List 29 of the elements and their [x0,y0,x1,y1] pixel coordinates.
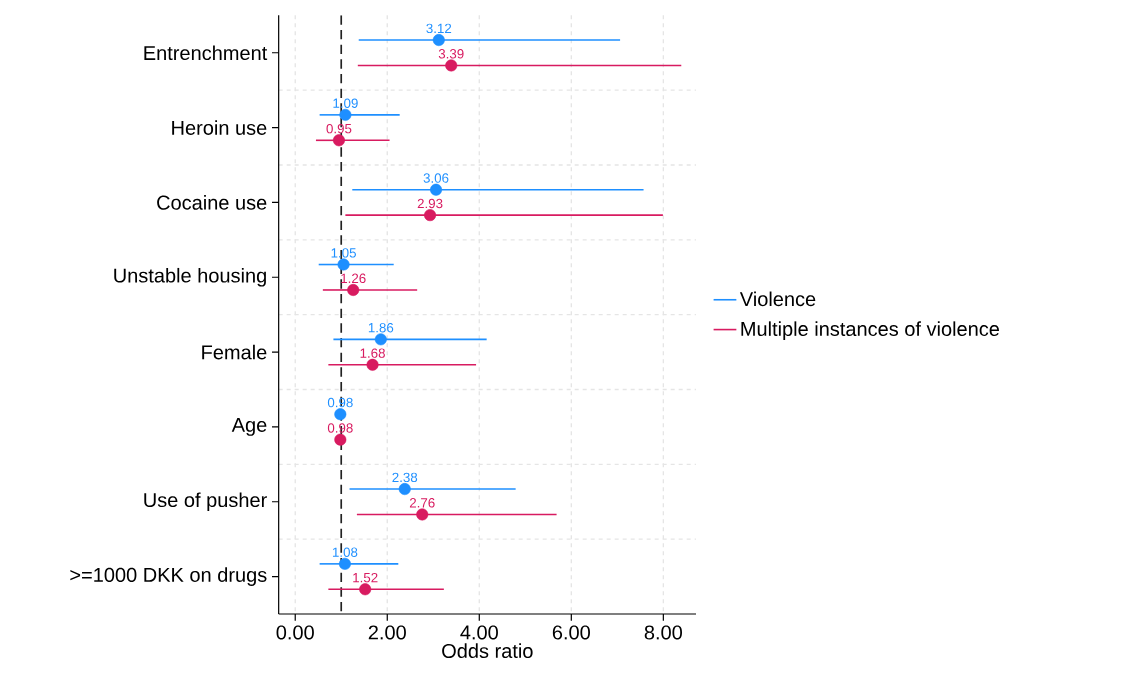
legend-label: Multiple instances of violence [741,321,1000,340]
y-tick-label: Heroin use [172,120,267,135]
data-label: 2.38 [392,472,418,483]
data-label: 1.68 [360,348,385,358]
x-axis-title: Odds ratio [442,643,533,659]
data-label: 0.95 [326,123,352,134]
x-tick-label: 0.00 [276,625,314,640]
data-label: 1.86 [368,323,394,333]
legend-label: Violence [739,291,816,307]
data-label: 2.76 [409,498,435,508]
y-tick-label: Age [231,417,267,436]
x-tick-label: 2.00 [368,625,406,640]
data-label: 1.26 [341,273,366,284]
data-label: 3.39 [438,49,464,59]
data-label: 1.52 [353,572,378,583]
data-label: 3.12 [426,23,452,34]
y-tick-label: Unstable housing [114,267,266,287]
x-tick-label: 6.00 [552,625,590,640]
data-label: 3.06 [423,173,449,183]
y-tick-label: Female [202,344,267,360]
data-label: 2.93 [417,198,443,209]
data-label: 1.09 [333,98,358,108]
y-tick-label: Use of pusher [144,492,267,512]
y-tick-label: Cocaine use [157,195,267,210]
x-tick-label: 8.00 [644,625,683,640]
y-tick-label: Entrenchment [144,45,268,61]
y-tick-label: >=1000 DKK on drugs [70,567,267,586]
data-label: 1.08 [332,547,358,557]
x-tick-label: 4.00 [460,625,498,640]
